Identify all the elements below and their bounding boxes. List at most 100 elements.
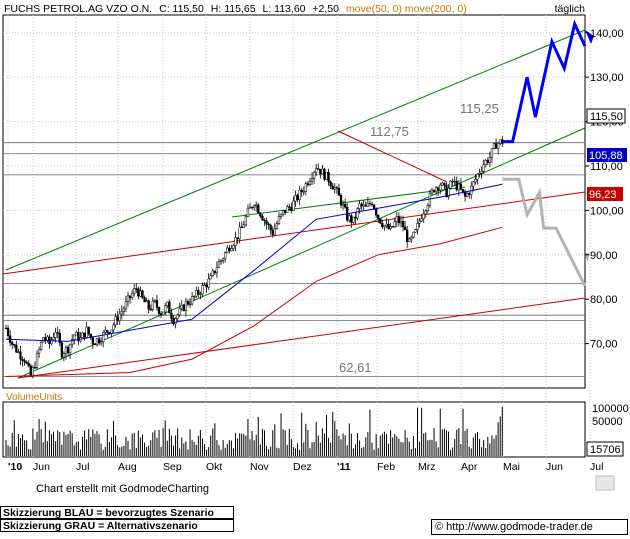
candle-body [265,220,268,225]
candle-body [44,337,47,341]
candle-body [306,183,310,186]
candle-body [406,229,409,242]
ma50-price-box: 105,88 [587,148,627,162]
candle-body [430,189,434,194]
trend-green-upper [5,29,586,271]
trend-lines [2,29,586,379]
candle-body [263,219,266,222]
candle-body [259,212,262,217]
candle-body [50,339,53,344]
svg-text:FUCHS PETROL.AG VZO O.N. C: FUCHS PETROL.AG VZO O.N. C: 115,50 H: 11… [4,3,467,15]
y-tick-label: 140,00 [590,28,624,40]
candle-body [457,183,461,191]
candle-body [486,160,489,163]
candle-body [354,216,357,219]
volume-tick-label: 100000 [592,403,629,415]
candle-body [451,180,454,183]
candle-body [252,205,256,208]
candle-body [244,216,248,226]
candle-body [71,339,74,345]
candle-body [221,258,225,261]
ma200-price-box: 96,23 [587,187,623,201]
candle-body [395,216,398,222]
candle-body [447,187,450,198]
volume-label: VolumeUnits [6,392,62,403]
ma200-price-label: 96,23 [589,189,617,201]
x-tick-label: Mrz [418,461,436,473]
candle-body [170,312,173,319]
candle-body [379,218,382,224]
candle-body [261,215,264,221]
candle-body [104,330,107,333]
candle-body [174,318,177,325]
candle-body [176,314,179,319]
trend-green-support [231,186,466,218]
chart-credit: Chart erstellt mit GodmodeCharting [36,483,210,495]
blue-scenario-note: Skizzierung BLAU = bevorzugtes Szenario [0,506,234,519]
x-tick-label: Okt [206,461,222,473]
candle-body [315,168,318,173]
candle-body [437,187,440,191]
candle-body [124,301,128,310]
candle-body [333,187,336,190]
high-value: H: 115,65 [211,3,256,15]
candle-body [114,316,117,326]
x-axis-ticks: '10 Jun Jul Aug Sep Okt Nov Dez '11 Feb Mrz Apr Mai J… [8,461,603,473]
candle-body [95,338,99,345]
candle-body [106,330,109,333]
annotation-115-25: 115,25 [460,101,499,116]
candle-body [33,367,37,369]
candle-body [23,360,26,363]
x-tick-label: Dez [293,461,312,473]
candle-body [130,293,134,298]
candle-body [350,215,353,223]
candle-body [35,352,39,368]
candle-body [164,305,167,313]
candle-body [455,180,458,191]
candle-body [248,206,252,209]
candle-body [4,327,8,330]
candle-body [42,337,45,343]
candle-body [410,236,413,240]
candle-body [81,332,84,338]
candle-body [195,289,198,297]
candle-body [368,202,372,205]
candle-body [325,171,328,180]
volume-last-label: 15706 [590,444,621,456]
candle-body [275,223,279,229]
candle-body [387,223,390,230]
candle-body [416,223,419,230]
candle-body [294,195,297,202]
candle-body [366,202,370,207]
candle-body [122,308,126,312]
annotation-62-61: 62,61 [339,360,372,375]
candle-body [147,300,150,310]
candle-body [364,204,367,207]
candle-body [478,172,481,175]
candle-body [58,332,61,343]
candle-body [178,308,181,316]
x-tick-label: Apr [461,461,478,473]
x-tick-label: '11 [337,461,351,473]
candle-body [145,300,148,303]
candle-body [341,203,345,206]
candle-body [374,208,378,216]
candle-body [290,207,293,211]
candle-body [281,210,285,215]
candle-body [209,275,212,280]
candle-body [269,224,272,231]
candle-body [215,267,219,274]
candle-body [149,308,152,311]
trend-red-resistance [337,130,448,183]
candle-body [143,297,146,303]
copyright-link[interactable]: © http://www.godmode-trader.de [431,519,628,535]
horizontal-levels [3,142,585,377]
candle-body [323,168,326,180]
candle-body [238,226,241,240]
candle-body [422,213,425,220]
candle-body [93,343,97,346]
candle-body [85,326,88,338]
candle-body [492,143,496,149]
scenario-gray-line [502,177,587,287]
